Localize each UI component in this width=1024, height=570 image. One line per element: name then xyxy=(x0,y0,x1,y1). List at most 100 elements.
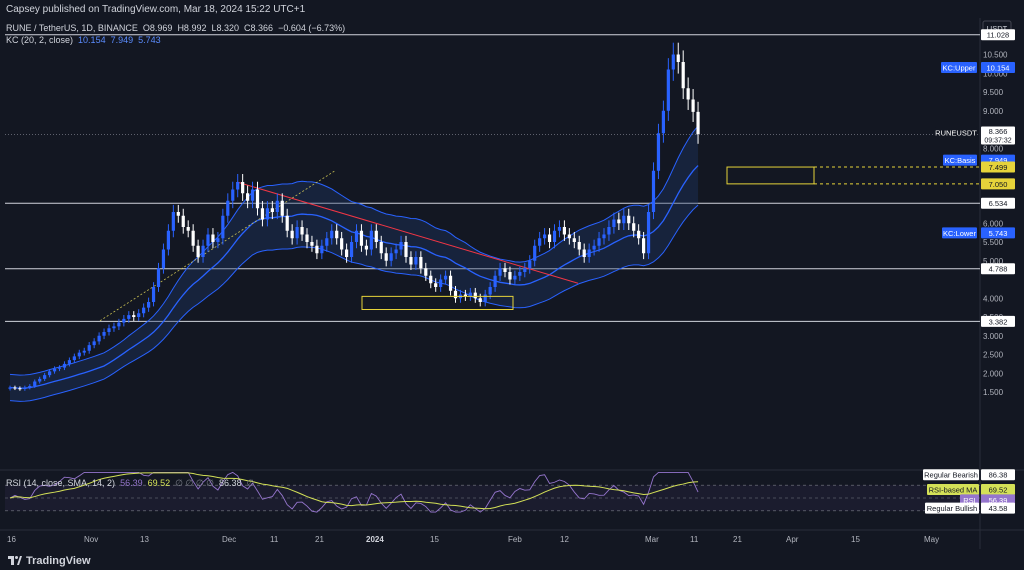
rsi-upper-value: 86.38 xyxy=(219,478,242,488)
rsi-ma-value-tag-bg xyxy=(981,484,1015,496)
kc-upper-name-tag: KC:Upper xyxy=(943,63,976,72)
candle-body xyxy=(97,335,101,342)
candle-body xyxy=(221,215,225,239)
candle-body xyxy=(632,223,636,231)
price-axis-label: 10.000 xyxy=(983,69,1008,78)
ohlc-close: C8.366 xyxy=(244,23,274,33)
time-axis-label: 15 xyxy=(430,535,439,544)
kc-upper-value-tag-bg xyxy=(981,61,1015,73)
rsi-value-tag: 56.39 xyxy=(989,496,1008,505)
level-4-tag-bg xyxy=(981,263,1015,275)
time-axis-label: 21 xyxy=(733,535,742,544)
candle-body xyxy=(543,234,547,239)
level-11-tag: 11.028 xyxy=(987,31,1009,40)
candle-body xyxy=(28,386,32,388)
candle-body xyxy=(582,249,586,257)
candle-body xyxy=(330,230,334,239)
candle-body xyxy=(315,245,319,254)
published-info: Capsey published on TradingView.com, Mar… xyxy=(6,4,306,15)
symbol-name-tag: RUNEUSDT xyxy=(935,129,977,138)
level-6-tag: 6.534 xyxy=(989,199,1008,208)
kc-basis-name-tag-bg xyxy=(943,154,977,166)
time-axis-label: Feb xyxy=(508,535,522,544)
price-axis-label: 2.500 xyxy=(983,351,1004,360)
candle-body xyxy=(102,332,106,336)
candle-body xyxy=(345,249,349,257)
candle-body xyxy=(211,234,215,242)
candle-body xyxy=(260,208,265,220)
price-change: −0.604 (−6.73%) xyxy=(278,23,346,33)
time-axis-label: 11 xyxy=(690,535,699,544)
candle-body xyxy=(444,275,448,280)
candle-body xyxy=(686,88,690,100)
candle-body xyxy=(493,275,497,287)
candle-body xyxy=(656,133,661,171)
candle-body xyxy=(335,230,339,239)
zone-low-tag-bg xyxy=(981,178,1015,190)
candle-body xyxy=(404,242,408,257)
ohlc-low: L8.320 xyxy=(211,23,240,33)
candle-body xyxy=(394,249,398,254)
symbol-legend: RUNE / TetherUS, 1D, BINANCE O8.969 H8.9… xyxy=(6,23,345,33)
price-axis-label: 8.000 xyxy=(983,144,1004,153)
candle-body xyxy=(359,230,364,246)
candle-body xyxy=(562,227,566,235)
candle-body xyxy=(82,350,86,353)
yellow-dotted-trendline xyxy=(99,170,336,322)
candle-body xyxy=(523,268,527,272)
time-axis-label: 21 xyxy=(315,535,324,544)
candle-body xyxy=(270,208,274,212)
candle-body xyxy=(374,230,378,242)
rsi-ma-name-tag: RSI-based MA xyxy=(929,486,978,495)
time-axis-label: 16 xyxy=(7,535,16,544)
candle-body xyxy=(156,268,161,287)
price-axis-label: 6.000 xyxy=(983,219,1004,228)
candle-body xyxy=(226,200,230,216)
candle-body xyxy=(429,275,433,284)
kc-lower-name-tag: KC:Lower xyxy=(943,229,976,238)
rsi-bearish-name-tag: Regular Bearish xyxy=(924,471,978,480)
candle-body xyxy=(597,238,601,246)
candle-body xyxy=(349,242,354,257)
kc-lower-name-tag-bg xyxy=(942,227,977,239)
candle-body xyxy=(691,99,695,112)
candle-body xyxy=(151,287,156,302)
candle-body xyxy=(255,189,260,209)
candle-body xyxy=(43,375,47,379)
candle-body xyxy=(87,345,91,351)
candle-body xyxy=(147,302,151,308)
time-axis-label: Nov xyxy=(84,535,98,544)
time-axis-label: 12 xyxy=(560,535,569,544)
candle-body xyxy=(33,381,37,386)
candle-body xyxy=(132,315,136,317)
ohlc-open: O8.969 xyxy=(142,23,173,33)
time-axis-label: 13 xyxy=(140,535,149,544)
candle-body xyxy=(250,189,255,201)
candle-body xyxy=(424,268,428,276)
candle-body xyxy=(577,242,581,250)
candle-body xyxy=(52,368,57,372)
candle-body xyxy=(453,290,458,299)
candle-body xyxy=(612,219,616,227)
kc-basis-value: 7.949 xyxy=(110,35,134,45)
price-axis-label: 3.000 xyxy=(983,332,1004,341)
rsi-bullish-value-tag: 43.58 xyxy=(989,504,1008,513)
rsi-bearish-name-tag-bg xyxy=(923,469,979,481)
candle-body xyxy=(671,54,675,70)
kc-upper-value-tag: 10.154 xyxy=(987,63,1010,72)
candle-body xyxy=(676,54,680,62)
candle-body xyxy=(300,227,304,235)
candle-body xyxy=(533,245,537,261)
candle-body xyxy=(122,318,126,323)
symbol-price-tag-bg xyxy=(981,126,1015,145)
candle-body xyxy=(622,215,626,224)
candle-body xyxy=(696,111,700,135)
candle-body xyxy=(646,212,651,254)
time-axis-label: Mar xyxy=(645,535,659,544)
price-axis-label: 5.000 xyxy=(983,257,1004,266)
candle-body xyxy=(181,215,185,227)
candle-body xyxy=(67,360,71,364)
candle-body xyxy=(483,294,487,302)
price-axis-label: 9.000 xyxy=(983,107,1004,116)
